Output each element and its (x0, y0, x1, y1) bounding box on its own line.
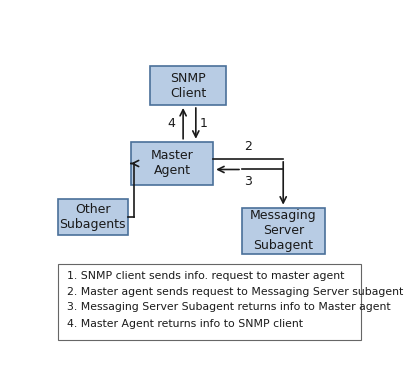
FancyBboxPatch shape (241, 208, 324, 254)
Text: 2. Master agent sends request to Messaging Server subagent: 2. Master agent sends request to Messagi… (67, 287, 402, 297)
Text: Messaging
Server
Subagent: Messaging Server Subagent (249, 209, 316, 252)
Text: 1. SNMP client sends info. request to master agent: 1. SNMP client sends info. request to ma… (67, 272, 344, 281)
Text: 3. Messaging Server Subagent returns info to Master agent: 3. Messaging Server Subagent returns inf… (67, 302, 390, 312)
Text: 1: 1 (200, 117, 207, 130)
FancyBboxPatch shape (57, 264, 360, 340)
FancyBboxPatch shape (149, 66, 225, 105)
FancyBboxPatch shape (57, 200, 127, 235)
Text: Master
Agent: Master Agent (150, 149, 193, 177)
Text: Other
Subagents: Other Subagents (59, 203, 126, 231)
Text: 3: 3 (244, 175, 252, 188)
FancyBboxPatch shape (130, 142, 213, 185)
Text: SNMP
Client: SNMP Client (169, 72, 205, 100)
Text: 4: 4 (167, 117, 175, 130)
Text: 4. Master Agent returns info to SNMP client: 4. Master Agent returns info to SNMP cli… (67, 319, 302, 329)
Text: 2: 2 (244, 140, 252, 153)
